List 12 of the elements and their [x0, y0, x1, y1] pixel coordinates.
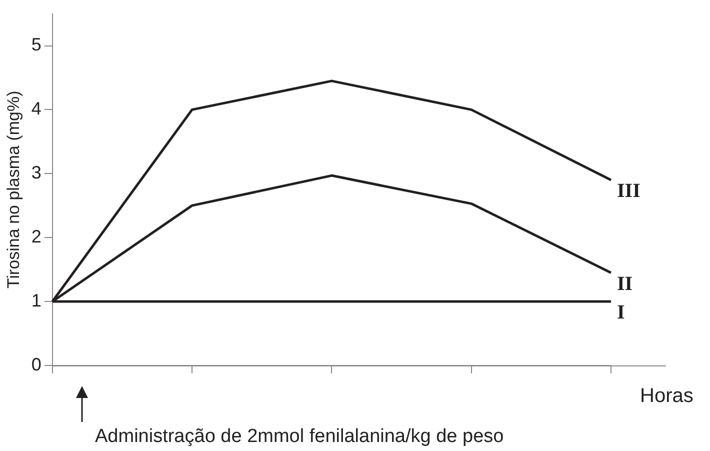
- series-label: II: [617, 272, 633, 295]
- series-label: III: [617, 180, 641, 202]
- x-axis-title: Horas: [640, 385, 694, 408]
- y-tick-label: 4: [31, 98, 42, 119]
- y-tick-label: 5: [31, 34, 42, 55]
- y-axis-title: Tirosina no plasma (mg%): [4, 90, 23, 288]
- series-label: I: [617, 302, 625, 324]
- y-tick-label: 3: [31, 162, 42, 183]
- y-tick-label: 2: [31, 226, 42, 247]
- text: Administração de 2mmol fenilalanina/kg de peso: [95, 426, 504, 448]
- y-tick-label: 0: [31, 354, 42, 374]
- y-tick-label: 1: [31, 290, 42, 310]
